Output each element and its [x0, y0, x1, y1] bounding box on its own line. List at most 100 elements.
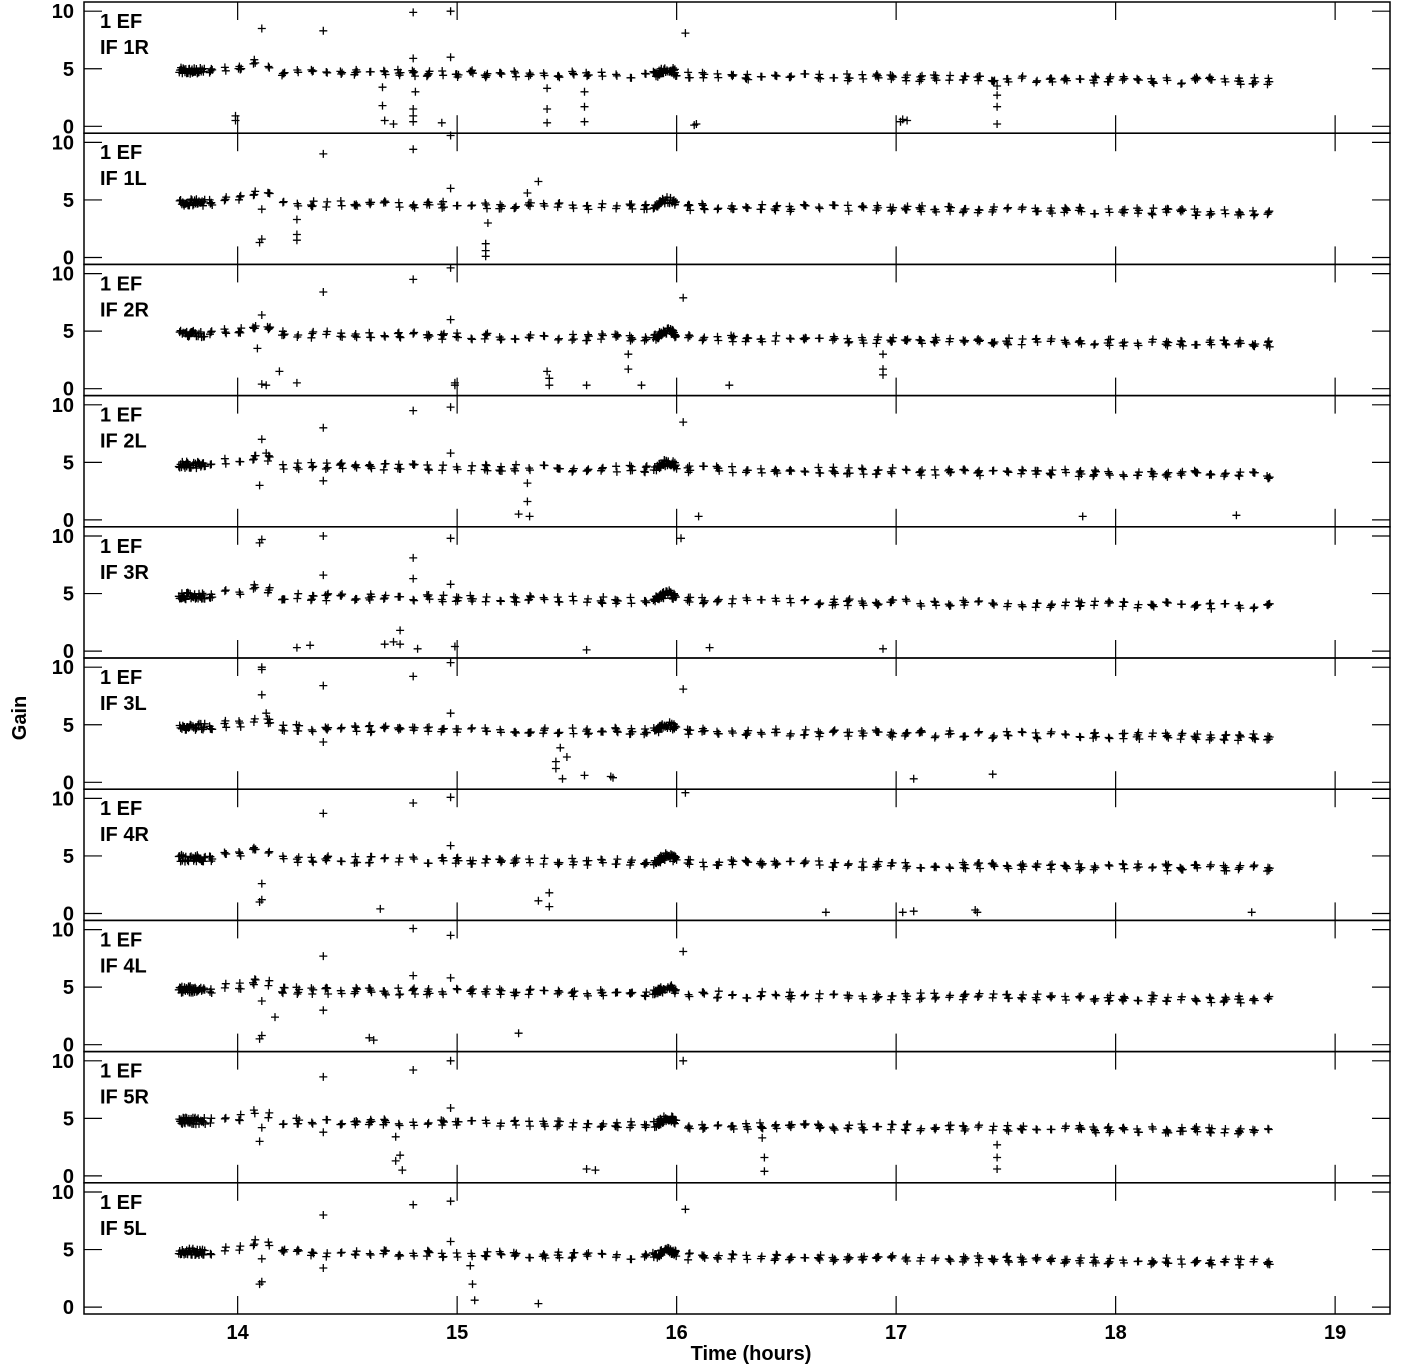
data-point — [1177, 864, 1185, 873]
data-point — [932, 207, 941, 216]
data-point — [236, 984, 245, 993]
data-point — [483, 727, 491, 736]
data-point — [278, 726, 287, 734]
data-point — [728, 72, 737, 81]
data-point-outlier — [692, 120, 701, 128]
data-point — [483, 855, 491, 864]
data-point — [438, 597, 447, 606]
data-point — [598, 331, 607, 340]
data-point — [555, 728, 564, 737]
data-point — [1062, 730, 1070, 739]
data-point-outlier — [694, 512, 703, 521]
data-point — [843, 70, 851, 78]
data-point — [265, 583, 274, 592]
data-point — [1250, 1255, 1259, 1264]
data-point — [845, 991, 854, 1000]
data-point — [831, 858, 840, 867]
data-point-outlier — [446, 1237, 455, 1246]
data-point — [555, 598, 564, 607]
panel-label-if: IF 3R — [100, 562, 149, 584]
data-point — [628, 727, 637, 736]
data-point-outlier — [319, 1264, 328, 1272]
data-point — [801, 725, 810, 734]
data-point — [540, 854, 549, 863]
data-point — [266, 718, 275, 727]
data-point — [438, 67, 447, 75]
data-point — [307, 984, 316, 993]
data-point — [1221, 339, 1230, 348]
data-point — [423, 1120, 432, 1129]
data-point — [526, 591, 534, 600]
data-point — [308, 329, 317, 338]
data-point — [915, 77, 924, 86]
data-point — [496, 990, 505, 999]
data-point — [685, 598, 694, 606]
data-point — [976, 336, 984, 345]
data-point — [380, 987, 389, 996]
data-point — [785, 731, 794, 740]
data-point — [1062, 864, 1071, 873]
data-point — [1222, 866, 1231, 875]
data-point — [324, 723, 333, 732]
data-point — [1191, 468, 1200, 477]
data-point — [483, 204, 491, 213]
y-tick-label: 10 — [52, 657, 74, 679]
data-point — [989, 860, 998, 869]
data-point — [742, 857, 751, 866]
data-point — [1149, 79, 1158, 88]
data-point — [684, 468, 693, 477]
data-point-outlier — [319, 149, 328, 158]
data-point — [1091, 72, 1099, 81]
data-point — [1164, 468, 1173, 477]
data-point — [554, 335, 563, 344]
data-point — [1062, 468, 1070, 477]
data-point — [728, 333, 736, 342]
data-point-outlier — [292, 378, 301, 387]
data-point — [961, 466, 970, 475]
data-point — [771, 206, 780, 215]
data-point — [699, 988, 708, 997]
data-point — [785, 334, 794, 343]
data-point — [1265, 992, 1274, 1001]
data-point — [597, 68, 606, 77]
data-point — [1048, 600, 1056, 609]
data-point — [917, 1253, 926, 1262]
data-point — [1119, 860, 1128, 869]
data-point — [555, 1253, 564, 1262]
data-point — [888, 1251, 897, 1260]
data-point — [1090, 601, 1099, 610]
data-point — [1265, 207, 1274, 216]
data-point — [990, 203, 998, 211]
data-point — [799, 200, 808, 209]
data-point — [1236, 604, 1245, 613]
data-point — [395, 990, 404, 999]
data-point — [554, 860, 563, 869]
data-point — [425, 466, 433, 475]
series-outliers — [255, 380, 1241, 521]
data-point — [467, 201, 476, 210]
data-point-outlier — [257, 1277, 266, 1286]
data-point — [1193, 600, 1202, 609]
data-point — [744, 75, 753, 84]
data-point — [309, 462, 318, 471]
data-point — [555, 73, 564, 82]
data-point — [800, 858, 809, 867]
data-point — [1003, 339, 1012, 348]
data-point — [555, 858, 564, 867]
data-point — [1178, 341, 1187, 350]
data-point — [1119, 734, 1128, 743]
data-point — [235, 979, 244, 988]
data-point — [1148, 1122, 1157, 1131]
panel-frame — [83, 1182, 1391, 1315]
data-point — [889, 729, 898, 738]
data-point — [381, 591, 390, 600]
data-point — [483, 1247, 492, 1256]
data-point — [307, 333, 316, 342]
data-point — [468, 1252, 477, 1261]
data-point — [1003, 1121, 1012, 1130]
data-point — [1163, 472, 1172, 481]
data-point — [294, 68, 303, 77]
data-point — [439, 461, 448, 470]
data-point — [280, 726, 289, 735]
